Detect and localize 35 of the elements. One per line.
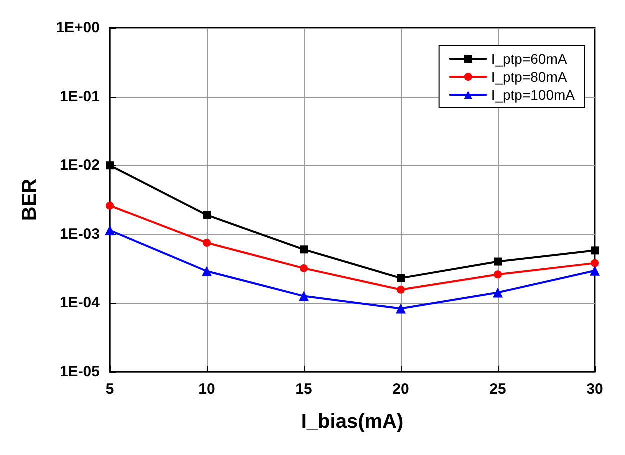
- point: [203, 239, 211, 247]
- point: [300, 264, 308, 272]
- point: [494, 258, 502, 266]
- y-tick-label: 1E-02: [60, 157, 100, 174]
- point: [397, 274, 405, 282]
- point: [591, 259, 599, 268]
- y-tick-label: 1E+00: [56, 20, 100, 36]
- legend-label: I_ptp=80mA: [491, 69, 568, 85]
- point: [590, 266, 600, 276]
- y-tick-label: 1E-01: [60, 88, 100, 106]
- x-tick-label: 5: [106, 381, 114, 398]
- y-axis-title: BER: [19, 178, 41, 222]
- x-tick-label: 20: [392, 381, 410, 398]
- point: [300, 246, 308, 254]
- legend-label: I_ptp=100mA: [491, 87, 576, 103]
- legend-label: I_ptp=60mA: [491, 51, 568, 67]
- point: [396, 304, 406, 314]
- point: [494, 270, 502, 279]
- x-tick-label: 15: [296, 381, 312, 398]
- x-axis-title: I_bias(mA): [301, 411, 404, 433]
- point: [106, 202, 114, 210]
- y-tick-label: 1E-05: [60, 364, 100, 380]
- point: [493, 288, 503, 298]
- x-tick-label: 10: [198, 381, 216, 398]
- point: [299, 291, 309, 302]
- point: [397, 286, 405, 294]
- x-tick-label: 25: [490, 381, 506, 398]
- point: [105, 225, 115, 236]
- point: [203, 211, 211, 220]
- y-tick-label: 1E-04: [60, 294, 101, 312]
- point: [106, 162, 114, 170]
- point: [202, 266, 212, 276]
- point: [591, 246, 599, 255]
- x-tick-label: 30: [586, 381, 604, 398]
- y-tick-label: 1E-03: [60, 226, 100, 243]
